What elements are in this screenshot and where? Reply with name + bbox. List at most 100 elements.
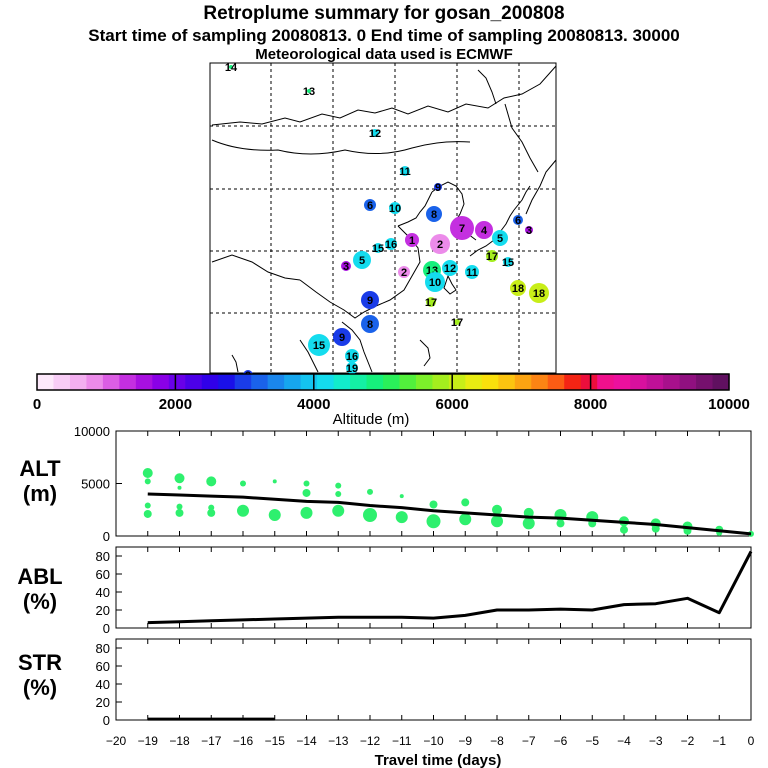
x-axis: −20 −19 −18 −17 −16 −15 −14 −13 −12 −11 −10 −9 −8 −7−… (106, 734, 755, 748)
map-dot (346, 362, 358, 374)
map-dot-label: 11 (466, 267, 478, 279)
map-dot (492, 230, 508, 246)
x-tick-label: −15 (265, 734, 286, 748)
colorbar-cell (86, 374, 104, 390)
abl-panel: 0 20 40 60 80 (96, 546, 753, 636)
map-dot-label: 14 (225, 62, 238, 74)
alt-scatter-point (144, 478, 151, 485)
x-tick-label: −1 (712, 734, 726, 748)
map-dot-label: 6 (515, 215, 521, 227)
map-dot-label: 19 (346, 363, 358, 375)
map-dot (345, 349, 359, 363)
x-tick-label: −5 (585, 734, 599, 748)
map-dot-label: 10 (389, 203, 401, 215)
map-dot (307, 89, 311, 93)
map-dot (450, 216, 474, 240)
colorbar-cell (465, 374, 483, 390)
y-tick-label: 60 (96, 659, 110, 674)
str-unit: (%) (23, 675, 57, 700)
alt-scatter-point (426, 514, 441, 529)
alt-scatter-point (363, 508, 377, 522)
colorbar-cell (267, 374, 285, 390)
map-dot (442, 260, 458, 276)
colorbar-cell (333, 374, 351, 390)
map-dot (405, 233, 419, 247)
colorbar-cell (531, 374, 549, 390)
map-dot-label: 9 (435, 182, 441, 194)
map-dot (389, 202, 401, 214)
map-dot (373, 243, 383, 253)
x-tick-label: −20 (106, 734, 127, 748)
colorbar-cell (415, 374, 434, 390)
colorbar-cell (317, 374, 335, 390)
colorbar-cell (679, 374, 697, 390)
colorbar-cell (663, 374, 681, 390)
map-dot-label: 2 (401, 267, 407, 279)
x-axis-label: Travel time (days) (375, 752, 502, 768)
map-dot (434, 183, 442, 191)
map-dot-label: 5 (359, 255, 365, 267)
x-tick-label: −8 (490, 734, 504, 748)
abl-label: ABL (17, 564, 62, 589)
colorbar-frame (36, 373, 730, 391)
alt-scatter-point (142, 468, 153, 478)
colorbar-cell (432, 374, 450, 390)
colorbar-cell (448, 374, 466, 390)
abl-unit: (%) (23, 589, 57, 614)
alt-panel: 0 5000 10000 (74, 424, 754, 544)
x-tick-label: −6 (554, 734, 568, 748)
met-data-note: Meteorological data used is ECMWF (255, 46, 513, 63)
map-dot (341, 261, 351, 271)
map-dot (426, 206, 442, 222)
x-tick-label: −17 (201, 734, 222, 748)
map-dot (371, 129, 379, 137)
colorbar-cell (646, 374, 664, 390)
colorbar-cell (481, 374, 499, 390)
y-tick-label: 0 (103, 529, 110, 544)
colorbar-cell (514, 374, 532, 390)
colorbar-cell (53, 374, 71, 390)
alt-scatter-point (399, 494, 404, 499)
alt-scatter-point (176, 503, 183, 510)
colorbar-cell (613, 374, 631, 390)
colorbar-ticks: 0 2000 4000 6000 8000 10000 (33, 374, 750, 413)
map-dot (529, 283, 549, 303)
map-dot (454, 319, 460, 325)
colorbar-tick-label: 2000 (159, 396, 192, 413)
map-dot (333, 328, 351, 346)
alt-scatter-point (651, 524, 660, 533)
alt-scatter-point (207, 508, 216, 517)
colorbar-cell (185, 374, 203, 390)
colorbar-cell (69, 374, 88, 390)
alt-scatter-point (459, 513, 472, 526)
alt-scatter-point (429, 500, 438, 509)
alt-scatter-point (144, 502, 151, 509)
alt-scatter-point (237, 504, 249, 517)
map-dot-label: 3 (343, 261, 349, 273)
map-dot (425, 272, 445, 292)
map-dot-label: 8 (431, 209, 437, 221)
map-dot-label: 16 (346, 351, 358, 363)
map-dot (361, 291, 379, 309)
colorbar-tick-label: 8000 (574, 396, 607, 413)
colorbar-cell (251, 374, 269, 390)
map-dot-label: 12 (444, 263, 456, 275)
y-tick-label: 80 (96, 549, 110, 564)
x-tick-label: −18 (169, 734, 190, 748)
chart-title: Retroplume summary for gosan_200808 (203, 3, 565, 24)
map-dot-label: 15 (313, 340, 325, 352)
alt-scatter-point (174, 473, 185, 484)
alt-scatter-point (303, 480, 310, 487)
alt-scatter-point (556, 519, 565, 528)
map-dot-label: 7 (459, 223, 465, 235)
x-tick-label: −14 (296, 734, 317, 748)
str-panel: 0 20 40 60 80 (96, 638, 752, 728)
map-dot-label: 10 (429, 277, 441, 289)
colorbar-cell (218, 374, 236, 390)
colorbar-cell (37, 374, 55, 390)
colorbar-cell (383, 374, 401, 390)
alt-label: ALT (19, 456, 61, 481)
map-dot-label: 11 (399, 166, 411, 178)
